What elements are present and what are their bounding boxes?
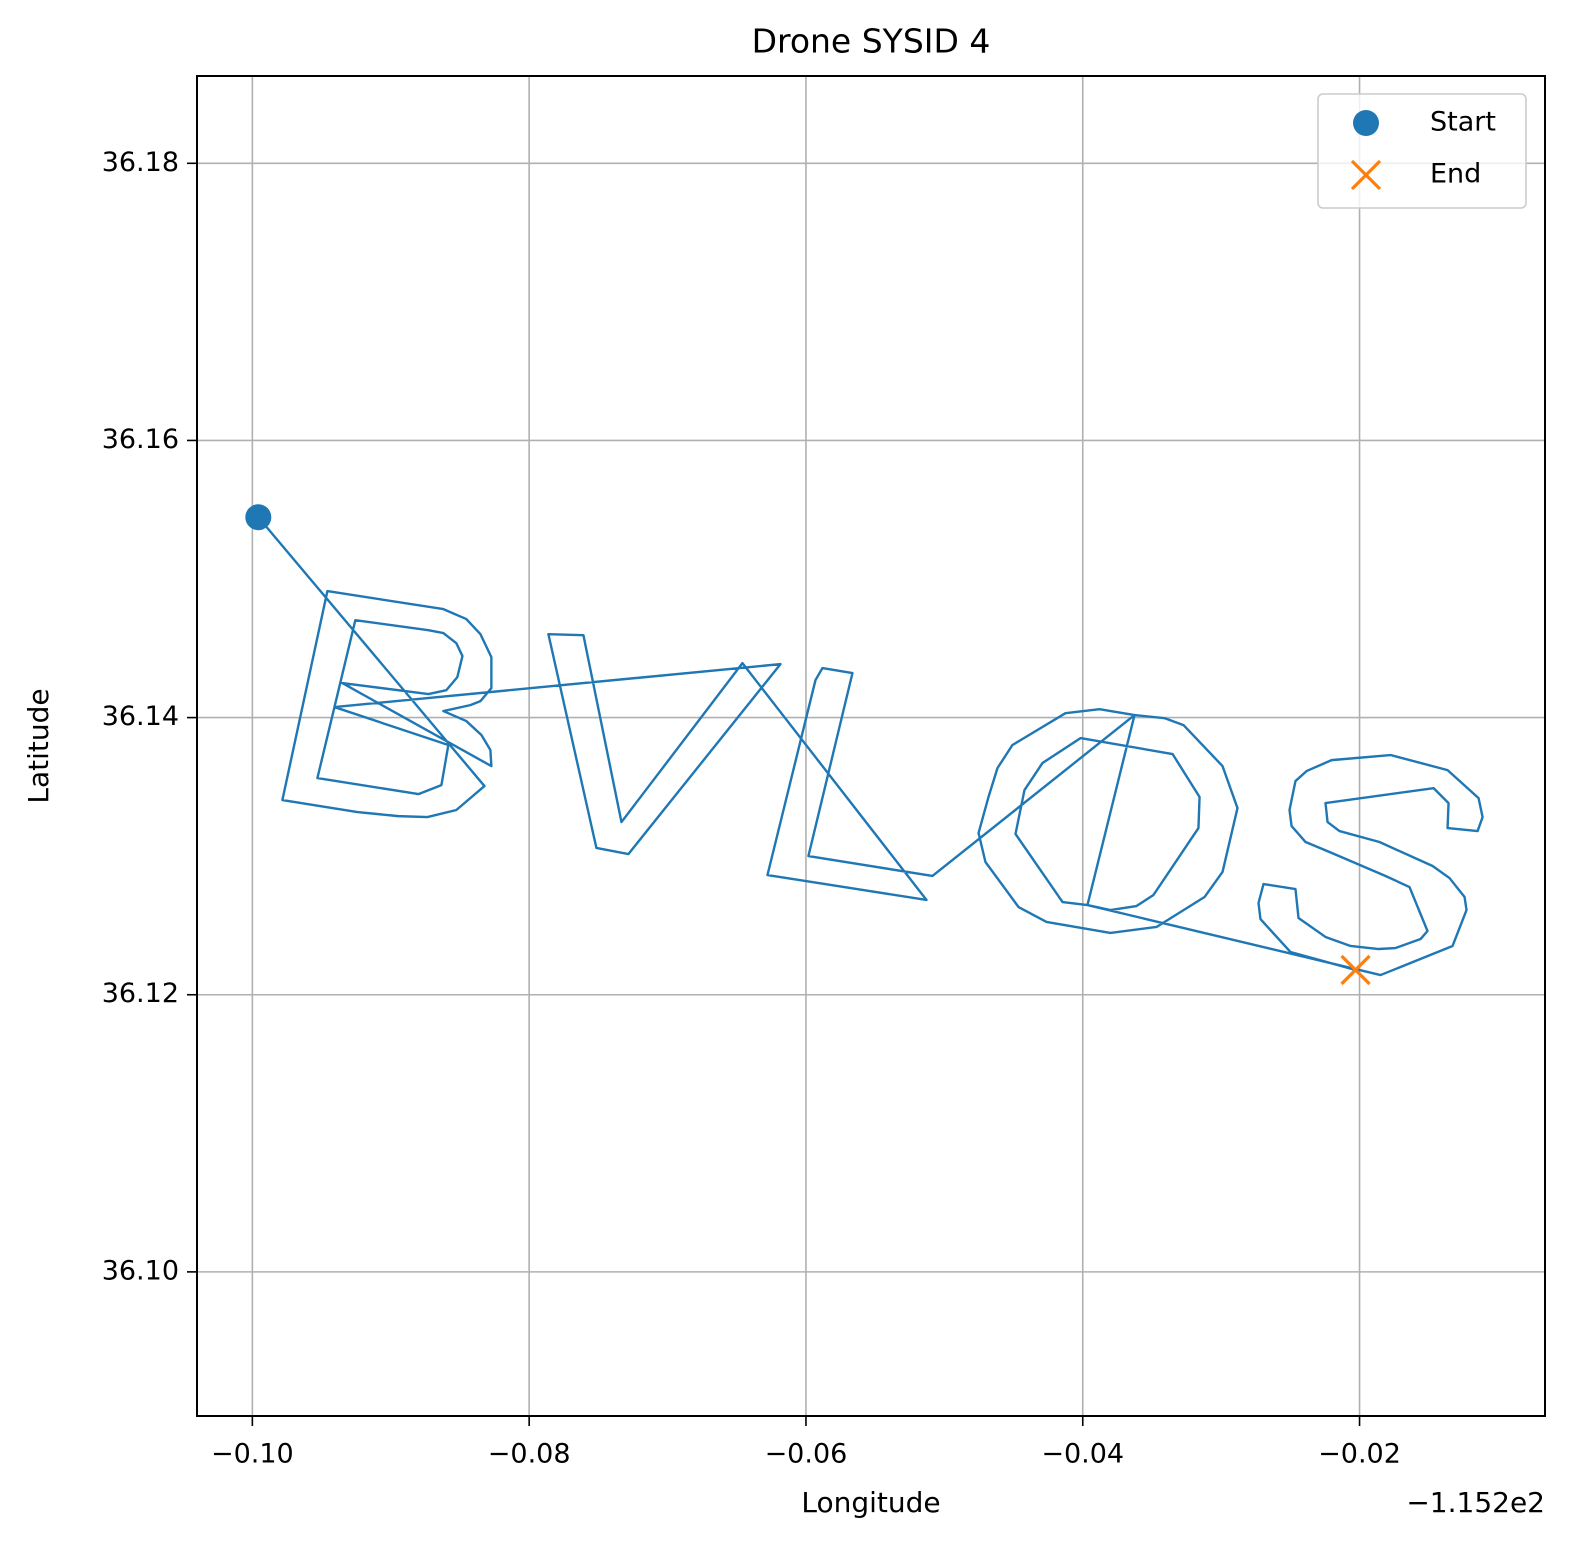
y-tick-label: 36.12 <box>102 978 179 1009</box>
x-offset-label: −1.152e2 <box>1406 1486 1545 1519</box>
x-axis-label: Longitude <box>801 1486 940 1519</box>
legend-label: End <box>1430 159 1481 190</box>
marker <box>245 504 272 531</box>
chart-title: Drone SYSID 4 <box>752 22 991 61</box>
x-tick-label: −0.06 <box>765 1439 848 1470</box>
plot-frame <box>196 75 1546 1417</box>
y-tick-label: 36.14 <box>102 701 179 732</box>
y-tick-label: 36.10 <box>102 1255 179 1286</box>
legend-label: Start <box>1430 107 1496 138</box>
flight-path <box>257 516 1484 977</box>
x-tick-label: −0.08 <box>488 1439 571 1470</box>
marker-stroke <box>1350 159 1382 191</box>
x-tick-label: −0.02 <box>1318 1439 1401 1470</box>
y-tick-label: 36.16 <box>102 424 179 455</box>
x-tick-label: −0.10 <box>211 1439 294 1470</box>
marker <box>1353 110 1379 136</box>
y-axis-label: Latitude <box>22 688 55 803</box>
marker <box>1350 159 1382 191</box>
marker-stroke <box>1340 954 1371 986</box>
marker <box>1340 954 1371 986</box>
y-tick-label: 36.18 <box>102 147 179 178</box>
x-tick-label: −0.04 <box>1041 1439 1124 1470</box>
